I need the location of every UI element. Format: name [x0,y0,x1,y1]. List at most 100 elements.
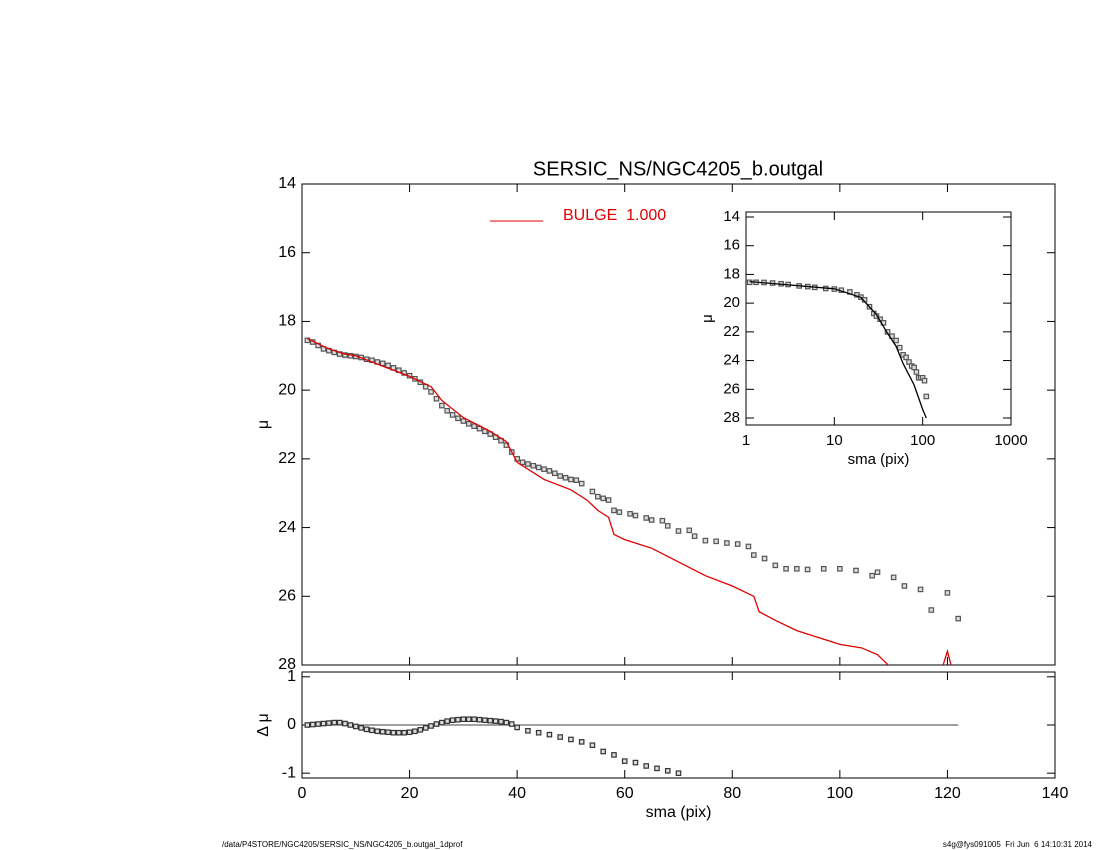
data-point [546,468,553,474]
data-point [439,719,445,726]
data-point [820,565,827,572]
data-point [546,731,553,738]
data-point [874,569,881,576]
x-tick-label: 60 [616,785,634,802]
data-point [449,412,456,418]
data-point [794,565,800,572]
y-tick-label: 22 [723,323,740,340]
legend-label: BULGE 1.000 [563,207,666,224]
data-point [433,721,440,727]
data-point [890,574,897,581]
data-point [396,729,402,736]
data-point [605,497,612,503]
y-tick-label: -1 [282,764,296,781]
data-point [304,722,311,728]
plot-area [746,279,930,419]
data-point [530,462,537,469]
data-point [369,727,375,734]
y-tick-label: 14 [278,175,296,192]
y-tick-label: 14 [723,208,740,225]
data-point [913,369,920,375]
data-point [541,466,547,472]
data-point [374,728,381,735]
data-point [315,721,321,727]
data-point [643,515,650,521]
x-tick-label: 20 [401,785,419,802]
data-point [621,758,628,764]
data-point [595,493,601,500]
data-point [428,389,434,395]
data-point [492,718,499,724]
x-tick-label: 80 [723,785,741,802]
x-axis-label: sma (pix) [848,451,910,468]
data-point [535,464,542,471]
y-tick-label: 26 [723,380,740,397]
data-point [734,541,741,547]
y-tick-label: 0 [287,716,296,733]
data-point [691,533,698,539]
y-tick-label: 24 [278,519,296,536]
data-point [944,590,951,596]
data-point [482,717,488,723]
data-point [342,352,348,358]
data-point [750,552,757,558]
data-point [896,344,903,351]
data-point [465,421,472,427]
data-point [804,566,811,573]
y-tick-label: 22 [278,450,296,467]
data-point [901,583,908,589]
y-tick-label: 28 [278,656,296,673]
data-point [508,721,515,727]
y-axis-label: μ [699,314,716,323]
data-point [589,742,596,749]
data-point [568,736,574,743]
data-point [498,718,504,725]
data-point [514,724,520,731]
data-point [465,716,472,723]
data-point [611,752,617,758]
x-axis-label: sma (pix) [646,804,712,821]
data-point [702,537,709,544]
data-point [853,567,859,574]
data-point [476,716,483,723]
data-point [347,722,354,728]
y-axis-label: Δ μ [255,713,272,736]
data-point [745,543,752,550]
x-tick-label: 100 [910,432,935,449]
data-point [385,729,391,736]
data-point [363,726,370,733]
data-point [761,555,768,562]
y-tick-label: 18 [278,313,296,330]
data-point [336,719,343,726]
data-point [562,474,569,481]
data-point [412,728,418,735]
data-point [358,725,364,731]
data-point [309,721,316,728]
data-point [326,720,332,726]
data-point [928,607,935,613]
data-point [921,377,928,384]
y-tick-label: 26 [278,588,296,605]
footer-right: s4g@fys091005 Fri Jun 6 14:10:31 2014 [943,840,1093,849]
data-point [772,562,779,569]
data-point [616,509,623,515]
data-point [439,402,445,409]
data-point [903,354,909,361]
data-point [659,517,666,524]
data-point [783,565,789,572]
data-point [557,473,563,479]
data-point [837,565,843,572]
data-point [573,477,580,483]
data-point [686,527,693,534]
data-point [654,765,660,772]
data-point [648,517,655,523]
data-point [455,415,461,422]
footer-left: /data/P4STORE/NGC4205/SERSIC_NS/NGC4205_… [222,840,463,849]
y-tick-label: 18 [723,265,740,282]
y-tick-label: 20 [278,381,296,398]
data-point [525,461,531,467]
plot-area [302,716,959,776]
data-point [406,729,413,736]
x-tick-label: 10 [826,432,843,449]
